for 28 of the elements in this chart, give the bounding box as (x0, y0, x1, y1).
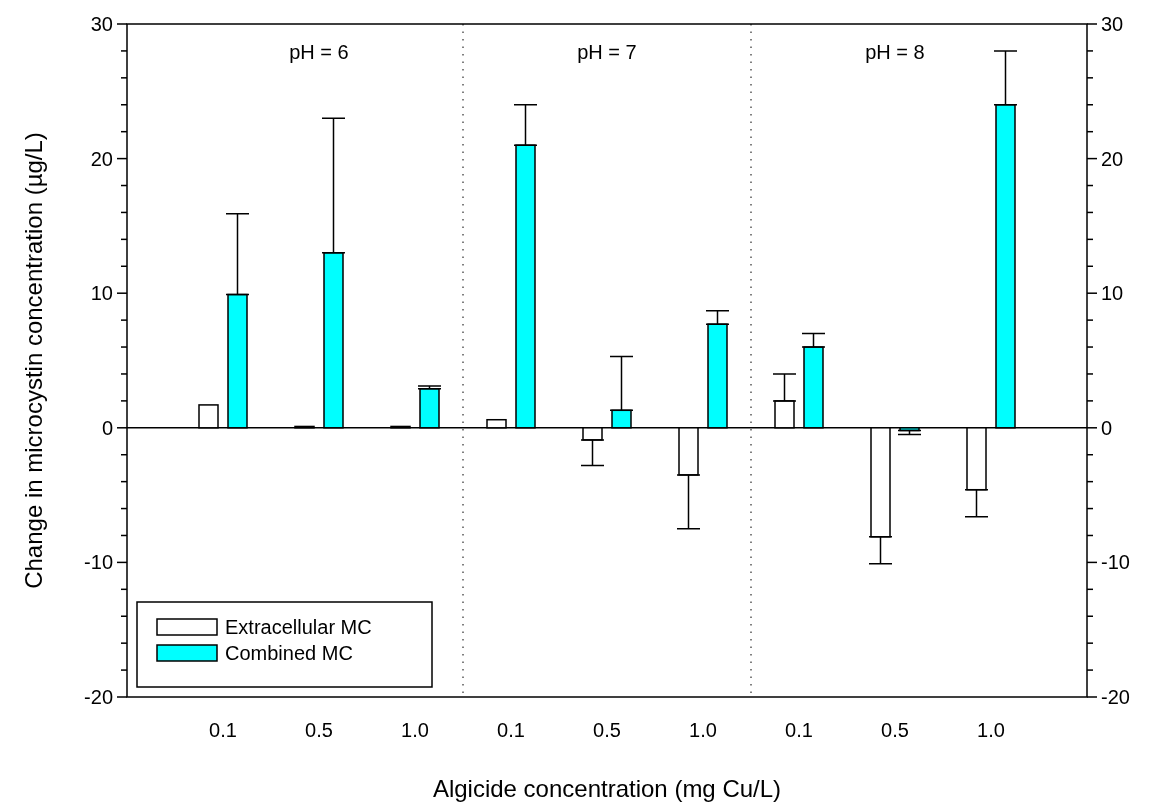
x-tick-label: 1.0 (401, 719, 429, 741)
x-tick-label: 1.0 (977, 719, 1005, 741)
x-tick-label: 0.1 (209, 719, 237, 741)
x-tick-label: 0.5 (305, 719, 333, 741)
y-tick-label: 0 (101, 416, 113, 439)
y2-tick-label: 30 (1101, 13, 1124, 35)
x-axis-title: Algicide concentration (mg Cu/L) (432, 775, 782, 802)
y-tick-label: -20 (84, 686, 113, 708)
y2-tick-label: 0 (1101, 416, 1113, 439)
y-tick-label: 20 (90, 147, 113, 170)
annotation: pH = 7 (577, 41, 637, 63)
y2-tick-label: -10 (1101, 551, 1130, 574)
x-tick-label: 0.1 (497, 719, 525, 741)
legend-label: Combined MC (225, 642, 353, 664)
annotation: pH = 6 (289, 41, 349, 63)
x-tick-label: 1.0 (689, 719, 717, 741)
y-tick-label: 30 (90, 13, 113, 35)
y-axis-title: Change in microcystin concentration (µg/L) (20, 132, 47, 589)
y2-tick-label: 10 (1101, 282, 1124, 305)
y2-tick-label: 20 (1101, 147, 1124, 170)
x-tick-label: 0.1 (785, 719, 813, 741)
x-tick-label: 0.5 (593, 719, 621, 741)
x-tick-label: 0.5 (881, 719, 909, 741)
annotation: pH = 8 (865, 41, 925, 63)
y-tick-label: -10 (84, 551, 113, 574)
y-tick-label: 10 (90, 282, 113, 305)
legend-label: Extracellular MC (225, 616, 372, 638)
y2-tick-label: -20 (1101, 686, 1130, 708)
